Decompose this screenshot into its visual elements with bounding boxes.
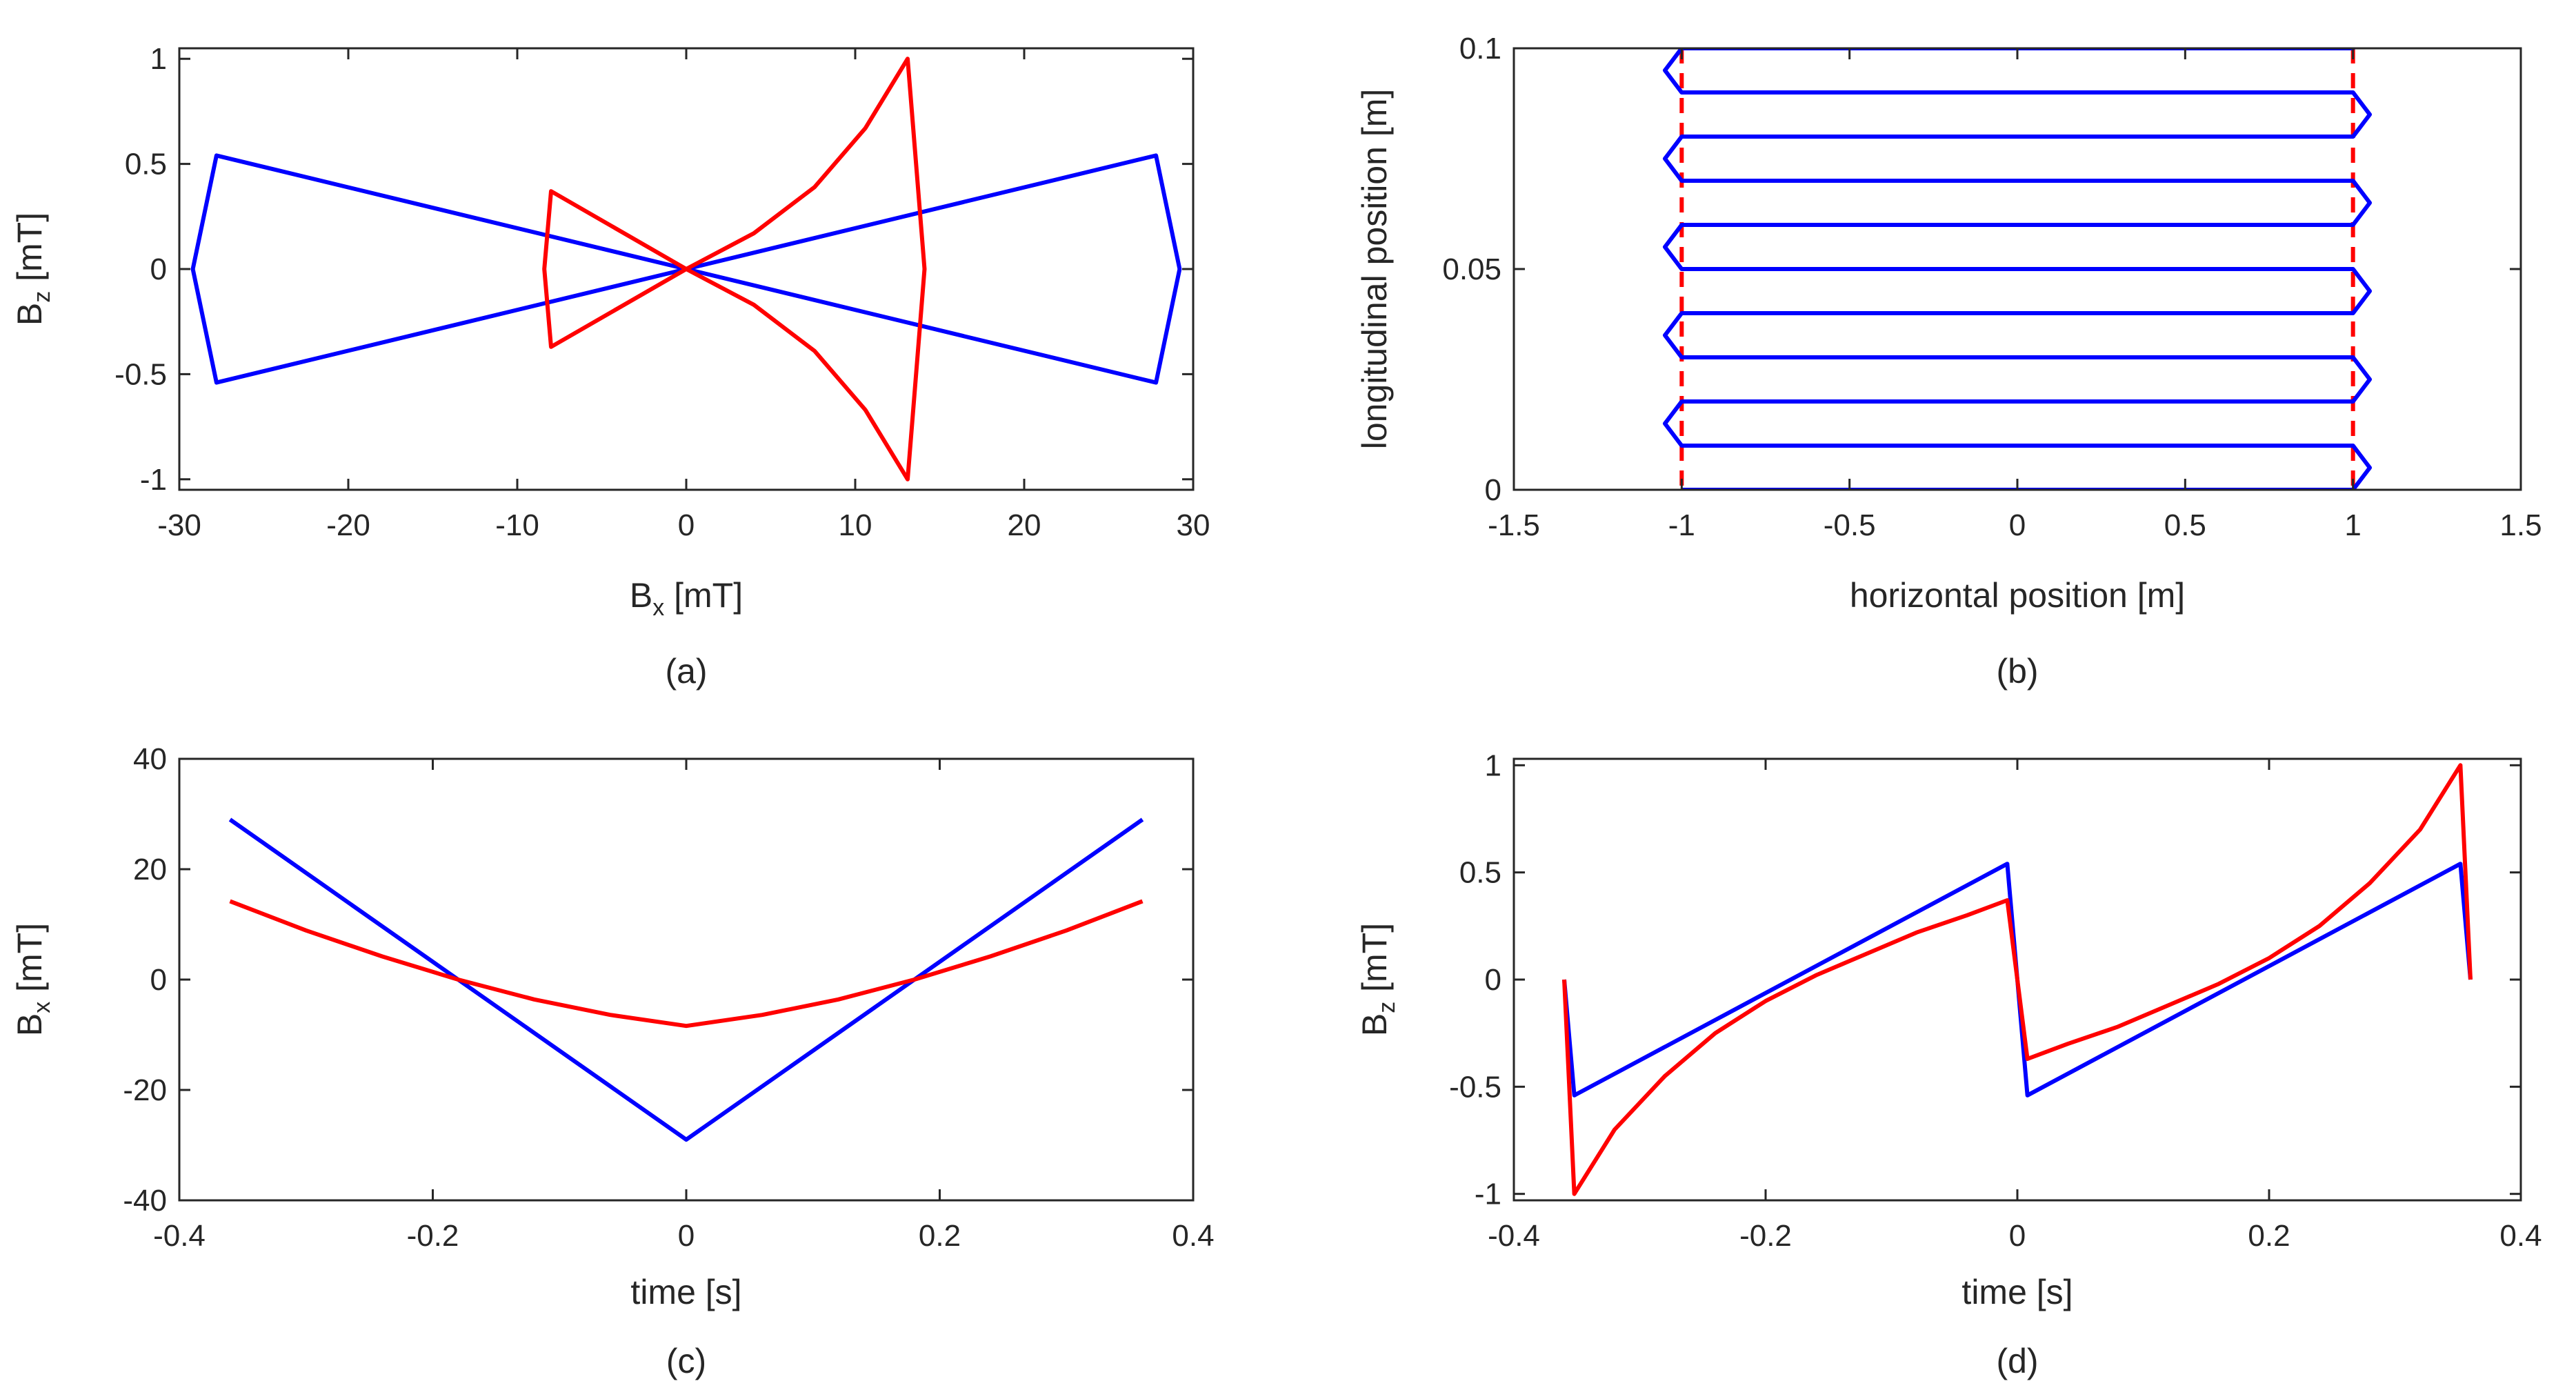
x-axis-label: horizontal position [m] xyxy=(1850,576,2185,615)
x-tick-label: -10 xyxy=(495,508,539,542)
x-tick-label: 0.5 xyxy=(2164,508,2206,542)
y-tick-label: 20 xyxy=(133,853,167,886)
x-tick-label: 0.2 xyxy=(919,1219,961,1253)
series-d-1 xyxy=(1562,763,2473,1196)
x-tick-label: -0.4 xyxy=(153,1219,206,1253)
y-tick-label: 1 xyxy=(150,42,167,76)
x-tick-label: 0.4 xyxy=(2499,1219,2542,1253)
x-axis-label: time [s] xyxy=(630,1273,741,1311)
y-tick-label: -0.5 xyxy=(1449,1070,1501,1104)
y-tick-label: 0 xyxy=(150,963,167,997)
x-tick-label: -30 xyxy=(157,508,201,542)
series-b-0 xyxy=(1663,48,2372,490)
panel-caption: (a) xyxy=(665,652,707,691)
y-tick-label: 0 xyxy=(1485,473,1501,507)
series-c-0 xyxy=(228,817,1144,1142)
y-tick-label: 40 xyxy=(133,742,167,776)
panel-caption: (b) xyxy=(1996,652,2038,691)
panel-c: -0.4 -0.2 0 0.2 0.4 -40 -20 0 20 40 time [s] Bx [mT… xyxy=(10,742,1215,1380)
x-tick-label: 0 xyxy=(2009,1219,2026,1253)
x-axis-label: Bx [mT] xyxy=(630,576,743,621)
x-tick-label: 10 xyxy=(839,508,872,542)
panel-a: -30 -20 -10 0 10 20 30 -1 -0.5 0 0.5 1 Bx [mT] Bz [mT… xyxy=(10,42,1210,691)
panel-b: -1.5 -1 -0.5 0 0.5 1 1.5 0 0.05 0.1 horizontal pos… xyxy=(1355,32,2542,691)
x-tick-label: -0.5 xyxy=(1824,508,1876,542)
plot-area-d xyxy=(1562,763,2473,1196)
x-tick-label: -0.4 xyxy=(1488,1219,1540,1253)
x-axis-label: time [s] xyxy=(1961,1273,2073,1311)
plot-area-b xyxy=(1663,48,2372,490)
y-axis-label: Bx [mT] xyxy=(10,923,55,1036)
x-tick-label: -1 xyxy=(1668,508,1695,542)
y-tick-label: 0.5 xyxy=(1459,856,1501,890)
y-tick-label: 0 xyxy=(1485,963,1501,997)
y-axis-label: longitudinal position [m] xyxy=(1355,89,1394,450)
x-tick-label: 0 xyxy=(678,508,695,542)
x-tick-label: 1 xyxy=(2344,508,2361,542)
series-c-1 xyxy=(229,899,1144,1029)
y-tick-label: 1 xyxy=(1485,748,1501,782)
y-axis-label: Bz [mT] xyxy=(10,212,55,326)
panel-caption: (c) xyxy=(666,1342,706,1380)
x-tick-label: 0 xyxy=(2009,508,2026,542)
y-tick-label: 0.05 xyxy=(1442,252,1501,286)
x-tick-label: -0.2 xyxy=(407,1219,459,1253)
plot-area-c xyxy=(228,817,1144,1142)
y-tick-label: -0.5 xyxy=(114,357,167,391)
y-tick-label: -1 xyxy=(140,463,167,497)
x-tick-label: 0.2 xyxy=(2248,1219,2290,1253)
y-axis-label: Bz [mT] xyxy=(1355,923,1400,1036)
x-tick-label: 0 xyxy=(678,1219,695,1253)
series-a-1 xyxy=(542,57,927,482)
panel-caption: (d) xyxy=(1996,1342,2038,1380)
y-tick-label: -20 xyxy=(123,1073,167,1107)
axes-frame-c xyxy=(178,757,1195,1202)
y-tick-label: 0.5 xyxy=(125,148,167,181)
x-tick-label: -20 xyxy=(326,508,370,542)
x-tick-label: 0.4 xyxy=(1172,1219,1214,1253)
x-tick-label: 20 xyxy=(1008,508,1041,542)
x-tick-label: 1.5 xyxy=(2499,508,2542,542)
y-tick-label: -1 xyxy=(1475,1178,1501,1211)
x-tick-label: 30 xyxy=(1177,508,1210,542)
plot-area-a xyxy=(190,57,1182,482)
y-tick-label: -40 xyxy=(123,1184,167,1218)
y-tick-label: 0 xyxy=(150,252,167,286)
x-tick-label: -1.5 xyxy=(1488,508,1540,542)
x-tick-label: -0.2 xyxy=(1739,1219,1792,1253)
y-tick-label: 0.1 xyxy=(1459,32,1501,66)
panel-d: -0.4 -0.2 0 0.2 0.4 -1 -0.5 0 0.5 1 time [s] Bz [mT… xyxy=(1355,748,2542,1380)
